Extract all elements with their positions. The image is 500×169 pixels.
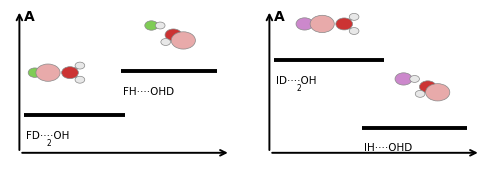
Circle shape [165, 29, 182, 41]
Circle shape [156, 22, 165, 29]
Circle shape [395, 73, 412, 85]
Circle shape [336, 18, 352, 30]
Circle shape [36, 64, 60, 81]
Circle shape [310, 15, 334, 33]
Circle shape [145, 21, 158, 30]
Text: ID····OH: ID····OH [276, 76, 316, 86]
Text: FH····OHD: FH····OHD [123, 87, 174, 97]
Circle shape [171, 32, 196, 49]
Circle shape [296, 18, 313, 30]
Text: A: A [24, 10, 34, 24]
Circle shape [75, 62, 85, 69]
Text: IH····OHD: IH····OHD [364, 143, 412, 153]
Circle shape [420, 81, 436, 93]
Text: FD····OH: FD····OH [26, 131, 70, 141]
Text: 2: 2 [46, 139, 51, 148]
Text: 2: 2 [296, 84, 301, 93]
Circle shape [28, 68, 42, 77]
Circle shape [62, 67, 78, 79]
Circle shape [410, 76, 420, 82]
Circle shape [350, 13, 359, 20]
Circle shape [350, 28, 359, 34]
Circle shape [161, 39, 170, 45]
Circle shape [75, 76, 85, 83]
Circle shape [416, 90, 425, 97]
Circle shape [426, 84, 450, 101]
Text: A: A [274, 10, 284, 24]
